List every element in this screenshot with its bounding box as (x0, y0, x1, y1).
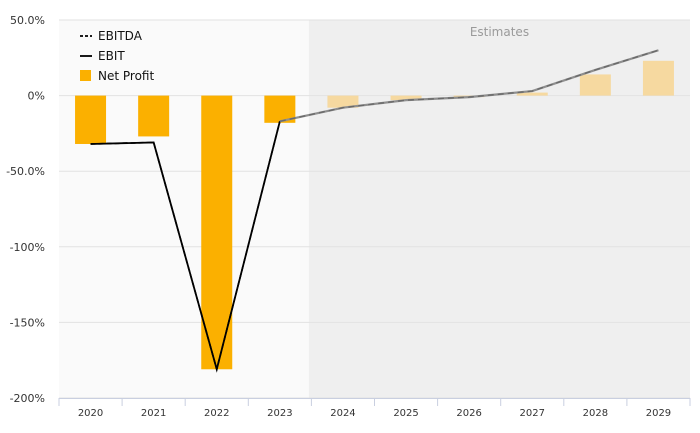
y-tick-label: -200% (10, 392, 45, 405)
x-tick-label: 2027 (520, 408, 545, 419)
net-profit-bars (75, 60, 674, 370)
net-profit-bar (327, 95, 359, 108)
net-profit-bar (579, 74, 611, 96)
legend: EBITDA EBIT Net Profit (80, 29, 154, 83)
net-profit-bar (642, 60, 674, 96)
net-profit-bar (201, 95, 233, 370)
series-lines (90, 49, 659, 373)
y-tick-label: -150% (10, 316, 45, 329)
y-tick-label: -100% (10, 241, 45, 254)
net-profit-bar (138, 95, 170, 137)
y-tick-label: 50.0% (10, 14, 45, 27)
net-profit-bar (516, 92, 548, 96)
estimates-label: Estimates (470, 25, 529, 39)
y-tick-label: 0% (28, 90, 45, 103)
x-tick-label: 2025 (393, 408, 418, 419)
legend-label: Net Profit (98, 69, 154, 83)
legend-label: EBIT (98, 49, 125, 63)
y-tick-label: -50.0% (6, 165, 45, 178)
x-tick-label: 2024 (330, 408, 355, 419)
net-profit-bar (75, 95, 107, 144)
ebit-line (90, 121, 281, 373)
legend-label: EBITDA (98, 29, 143, 43)
x-tick-label: 2023 (267, 408, 292, 419)
x-tick-label: 2021 (141, 408, 166, 419)
estimates-region (308, 20, 690, 398)
legend-swatch-net-profit (80, 70, 91, 81)
x-tick-label: 2026 (456, 408, 481, 419)
x-tick-label: 2020 (78, 408, 103, 419)
net-profit-bar (390, 95, 422, 101)
x-tick-label: 2028 (583, 408, 608, 419)
ebitda-line-estimate (279, 49, 659, 122)
x-tick-label: 2022 (204, 408, 229, 419)
x-tick-label: 2029 (646, 408, 671, 419)
y-axis: 50.0% 0% -50.0% -100% -150% -200% (6, 14, 45, 405)
x-axis: 2020 2021 2022 2023 2024 2025 2026 2027 2028 2029 (58, 398, 691, 419)
